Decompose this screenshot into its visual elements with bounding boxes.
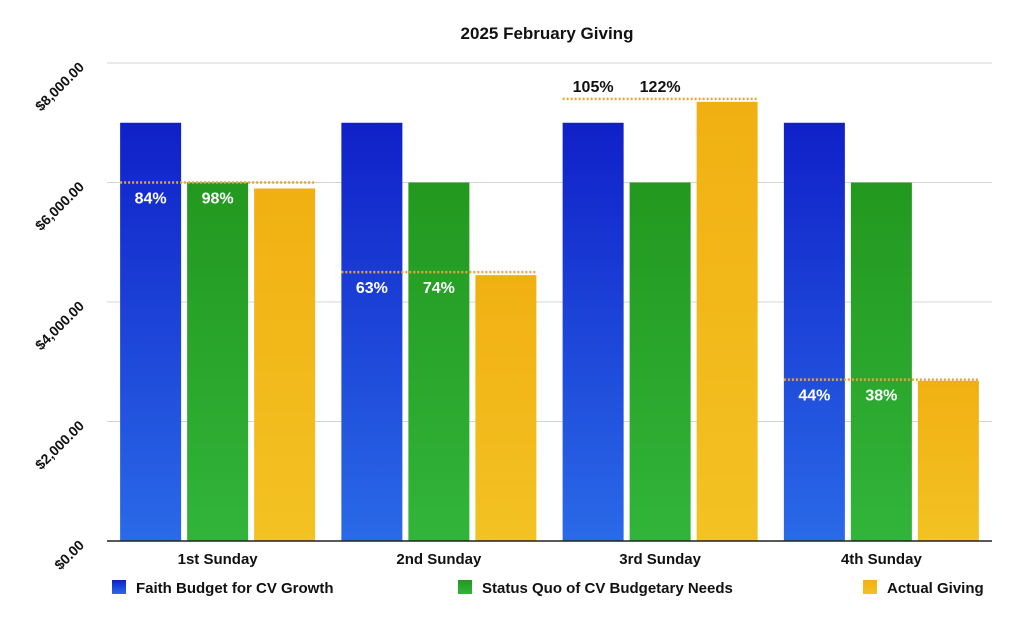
x-category-label: 4th Sunday xyxy=(841,551,923,568)
percent-labels: 84% 98% 63% 74% 105% 122% 44% 38% xyxy=(135,79,898,405)
legend-swatch xyxy=(863,580,877,594)
y-tick-label: $2,000.00 xyxy=(32,417,88,473)
faith-percent-label: 63% xyxy=(356,280,388,297)
status-quo-percent-label: 98% xyxy=(202,191,234,208)
bar-1-3 xyxy=(850,182,912,541)
x-category-label: 1st Sunday xyxy=(178,551,259,568)
bar-2-2 xyxy=(696,101,758,542)
faith-percent-label: 84% xyxy=(135,191,167,208)
y-tick-label: $6,000.00 xyxy=(32,178,88,234)
bar-1-1 xyxy=(408,182,470,541)
bar-1-2 xyxy=(629,182,691,541)
legend-swatch xyxy=(458,580,472,594)
faith-percent-label: 105% xyxy=(573,79,614,96)
y-axis-ticks: $0.00 $2,000.00 $4,000.00 $6,000.00 $8,000.0… xyxy=(32,59,88,573)
bar-0-3 xyxy=(783,122,845,541)
reference-lines xyxy=(120,97,979,381)
bars xyxy=(120,101,979,542)
bar-1-0 xyxy=(187,182,249,541)
x-axis-categories: 1st Sunday 2nd Sunday 3rd Sunday 4th Sunday xyxy=(178,551,923,568)
legend-label: Status Quo of CV Budgetary Needs xyxy=(482,580,733,597)
faith-percent-label: 44% xyxy=(798,388,830,405)
status-quo-percent-label: 74% xyxy=(423,280,455,297)
x-category-label: 2nd Sunday xyxy=(396,551,482,568)
y-tick-label: $0.00 xyxy=(51,537,87,573)
status-quo-percent-label: 122% xyxy=(640,79,681,96)
bar-0-2 xyxy=(562,122,624,541)
legend: Faith Budget for CV Growth Status Quo of … xyxy=(112,580,984,597)
bar-0-1 xyxy=(341,122,403,541)
bar-2-0 xyxy=(254,188,316,541)
x-category-label: 3rd Sunday xyxy=(619,551,701,568)
legend-label: Actual Giving xyxy=(887,580,984,597)
y-tick-label: $8,000.00 xyxy=(32,59,88,115)
y-tick-label: $4,000.00 xyxy=(32,298,88,354)
legend-label: Faith Budget for CV Growth xyxy=(136,580,333,597)
chart-title: 2025 February Giving xyxy=(461,24,634,43)
bar-2-1 xyxy=(475,275,537,541)
legend-swatch xyxy=(112,580,126,594)
status-quo-percent-label: 38% xyxy=(865,388,897,405)
bar-0-0 xyxy=(120,122,182,541)
bar-2-3 xyxy=(917,380,979,541)
